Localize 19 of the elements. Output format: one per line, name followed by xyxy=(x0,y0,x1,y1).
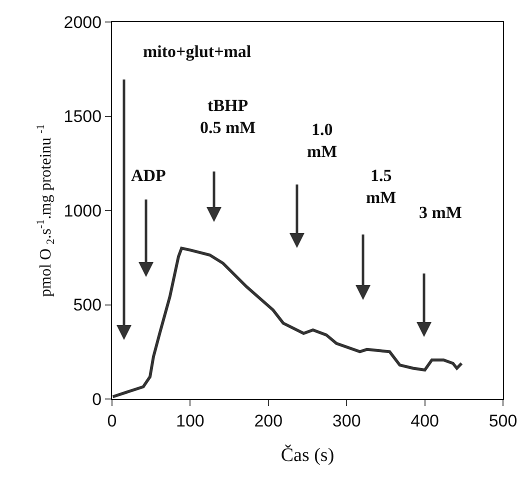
y-tick-label: 2000 xyxy=(64,12,102,32)
y-tick-label: 1500 xyxy=(64,107,102,126)
annotation: mito+glut+mal xyxy=(143,42,252,61)
x-tick-label: 400 xyxy=(410,411,439,430)
line-series xyxy=(112,246,464,398)
annotation: 3 mM xyxy=(419,203,462,222)
x-tick-label: 100 xyxy=(176,411,204,430)
x-tick-label: 200 xyxy=(254,411,283,430)
x-tick-label: 500 xyxy=(488,411,518,430)
x-axis-title: Čas (s) xyxy=(280,444,334,466)
annotation: ADP xyxy=(131,166,166,185)
y-tick-label: 0 xyxy=(92,390,102,409)
x-tick-label: 300 xyxy=(332,411,361,430)
annotation: tBHP 0.5 mM xyxy=(200,96,256,138)
annotation: 1.5 mM xyxy=(366,166,396,208)
annotation: 1.0 mM xyxy=(307,120,338,162)
y-tick-label: 500 xyxy=(73,296,102,315)
x-tick-label: 0 xyxy=(107,411,117,430)
y-tick-label: 1000 xyxy=(64,201,102,220)
